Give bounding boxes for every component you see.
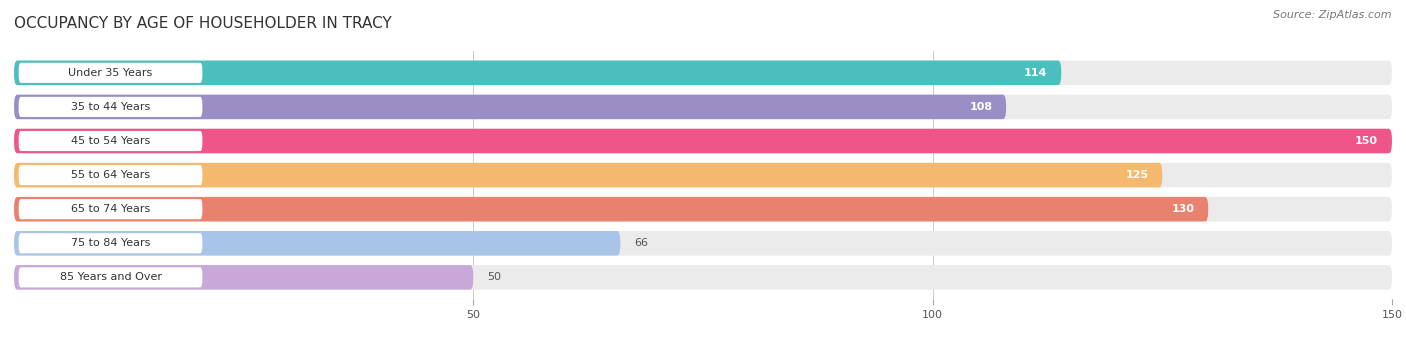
- Text: OCCUPANCY BY AGE OF HOUSEHOLDER IN TRACY: OCCUPANCY BY AGE OF HOUSEHOLDER IN TRACY: [14, 16, 392, 31]
- FancyBboxPatch shape: [18, 63, 202, 83]
- FancyBboxPatch shape: [14, 197, 1392, 221]
- Text: Source: ZipAtlas.com: Source: ZipAtlas.com: [1274, 10, 1392, 20]
- Text: 65 to 74 Years: 65 to 74 Years: [70, 204, 150, 214]
- Text: 130: 130: [1171, 204, 1195, 214]
- FancyBboxPatch shape: [18, 165, 202, 185]
- FancyBboxPatch shape: [18, 267, 202, 287]
- FancyBboxPatch shape: [18, 97, 202, 117]
- Text: 125: 125: [1125, 170, 1149, 180]
- Text: 50: 50: [486, 272, 501, 283]
- FancyBboxPatch shape: [14, 265, 474, 290]
- Text: 35 to 44 Years: 35 to 44 Years: [70, 102, 150, 112]
- FancyBboxPatch shape: [14, 61, 1062, 85]
- Text: 108: 108: [969, 102, 993, 112]
- FancyBboxPatch shape: [14, 129, 1392, 153]
- Text: Under 35 Years: Under 35 Years: [69, 68, 153, 78]
- Text: 85 Years and Over: 85 Years and Over: [59, 272, 162, 283]
- Text: 45 to 54 Years: 45 to 54 Years: [70, 136, 150, 146]
- Text: 75 to 84 Years: 75 to 84 Years: [70, 238, 150, 248]
- FancyBboxPatch shape: [14, 265, 1392, 290]
- FancyBboxPatch shape: [18, 131, 202, 151]
- FancyBboxPatch shape: [14, 61, 1392, 85]
- Text: 150: 150: [1355, 136, 1378, 146]
- Text: 66: 66: [634, 238, 648, 248]
- FancyBboxPatch shape: [14, 129, 1392, 153]
- Text: 114: 114: [1024, 68, 1047, 78]
- FancyBboxPatch shape: [14, 95, 1007, 119]
- FancyBboxPatch shape: [14, 95, 1392, 119]
- FancyBboxPatch shape: [18, 233, 202, 253]
- FancyBboxPatch shape: [14, 163, 1163, 187]
- FancyBboxPatch shape: [14, 197, 1208, 221]
- FancyBboxPatch shape: [14, 231, 620, 256]
- FancyBboxPatch shape: [14, 231, 1392, 256]
- FancyBboxPatch shape: [14, 163, 1392, 187]
- Text: 55 to 64 Years: 55 to 64 Years: [70, 170, 150, 180]
- FancyBboxPatch shape: [18, 199, 202, 219]
